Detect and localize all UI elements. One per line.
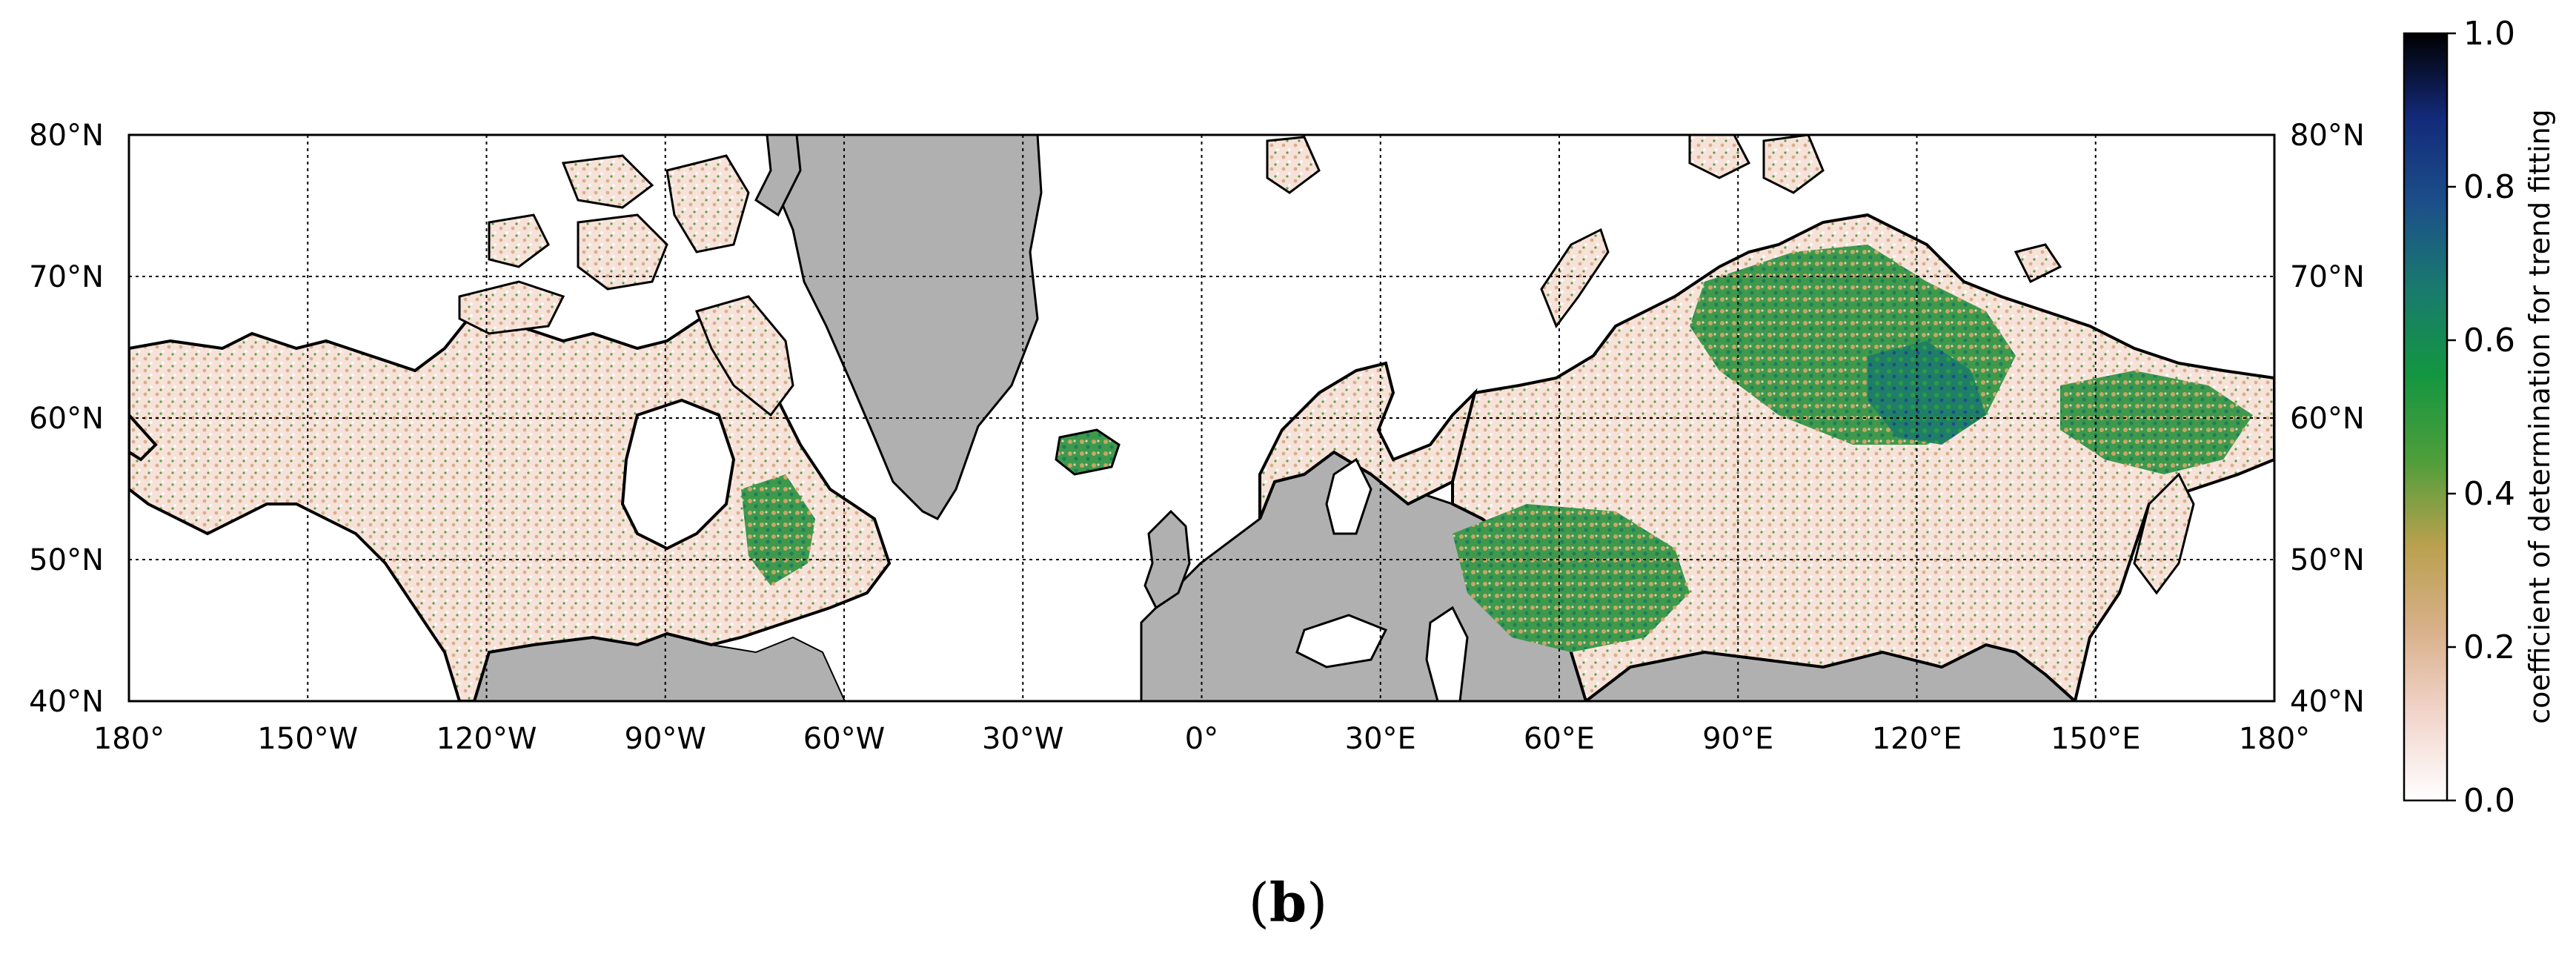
panel-label: (b): [1248, 871, 1328, 934]
svalbard: [1266, 136, 1321, 194]
lon-tick-label: 30°E: [1345, 722, 1416, 756]
lon-tick-label: 60°E: [1524, 722, 1595, 756]
colorbar-tick-label: 0.4: [2463, 475, 2515, 513]
map-frame: [127, 133, 2276, 703]
alaska-peninsula: [129, 348, 158, 462]
lon-tick-label: 120°W: [436, 722, 537, 756]
lat-tick-label-left: 70°N: [29, 260, 104, 294]
novaya-zemlya: [1540, 228, 1610, 329]
gridlines: [129, 135, 2274, 701]
lat-labels-left: 40°N 50°N 60°N 70°N 80°N: [29, 119, 104, 719]
lat-tick-label-left: 50°N: [29, 543, 104, 577]
colorbar-tick-label: 0.6: [2463, 322, 2515, 359]
arctic-island-4: [665, 154, 750, 253]
labrador-green: [741, 474, 815, 586]
black-sea: [1295, 614, 1388, 669]
lon-tick-label: 0°: [1185, 722, 1218, 756]
franz-josef: [1688, 135, 1751, 179]
scandinavia-land: [1258, 361, 1478, 520]
iceland-land: [1055, 428, 1121, 476]
lat-tick-label-right: 40°N: [2290, 685, 2365, 719]
greenland-left-lobe: [754, 135, 802, 217]
lat-tick-label-left: 60°N: [29, 402, 104, 436]
lon-tick-label: 120°E: [1872, 722, 1962, 756]
lat-tick-label-right: 50°N: [2290, 543, 2365, 577]
baffin-island: [694, 295, 794, 417]
central-asia-green: [1453, 504, 1690, 652]
lat-tick-label-left: 40°N: [29, 685, 104, 719]
lon-tick-label: 180°: [93, 722, 165, 756]
arctic-island-1: [458, 280, 565, 335]
map-area: [127, 133, 2276, 703]
baltic-sea: [1325, 457, 1372, 535]
lon-tick-label: 150°E: [2051, 722, 2141, 756]
lon-tick-label: 90°E: [1702, 722, 1773, 756]
lat-tick-label-right: 80°N: [2290, 119, 2365, 153]
colorbar-frame: [2403, 32, 2449, 802]
colorbar-tick-label: 1.0: [2463, 15, 2515, 53]
lat-tick-label-right: 70°N: [2290, 260, 2365, 294]
lat-tick-label-left: 80°N: [29, 119, 104, 153]
arctic-island-2: [577, 213, 668, 291]
lon-tick-label: 180°: [2239, 722, 2310, 756]
colorbar-tick-label: 0.2: [2463, 629, 2515, 666]
lon-tick-label: 60°W: [803, 722, 885, 756]
colorbar-label: coefficient of determination for trend f…: [2523, 109, 2556, 724]
lon-tick-label: 150°W: [257, 722, 358, 756]
lat-tick-label-right: 60°N: [2290, 402, 2365, 436]
arctic-island-3: [561, 154, 654, 209]
colorbar-gradient: [2404, 33, 2447, 800]
kamchatka: [2133, 472, 2195, 595]
colorbar: 0.0 0.2 0.4 0.6 0.8 1.0 coefficient of determ…: [2403, 15, 2556, 820]
caspian-sea: [1425, 606, 1469, 701]
arctic-island-5: [488, 213, 550, 268]
lon-tick-label: 30°W: [982, 722, 1063, 756]
colorbar-tick-label: 0.8: [2463, 168, 2515, 206]
lon-tick-label: 90°W: [625, 722, 706, 756]
greenland-land: [766, 135, 1043, 520]
east-siberia-green: [2060, 371, 2253, 474]
new-siberian-islands: [2014, 243, 2062, 284]
britain-land: [1143, 509, 1191, 610]
lat-labels-right: 40°N 50°N 60°N 70°N 80°N: [2290, 119, 2365, 719]
hudson-bay: [620, 398, 736, 551]
lon-labels-bottom: 180° 150°W 120°W 90°W 60°W 30°W 0° 30°E 60°E 90°E…: [93, 722, 2310, 756]
colorbar-tick-label: 0.0: [2463, 782, 2515, 820]
